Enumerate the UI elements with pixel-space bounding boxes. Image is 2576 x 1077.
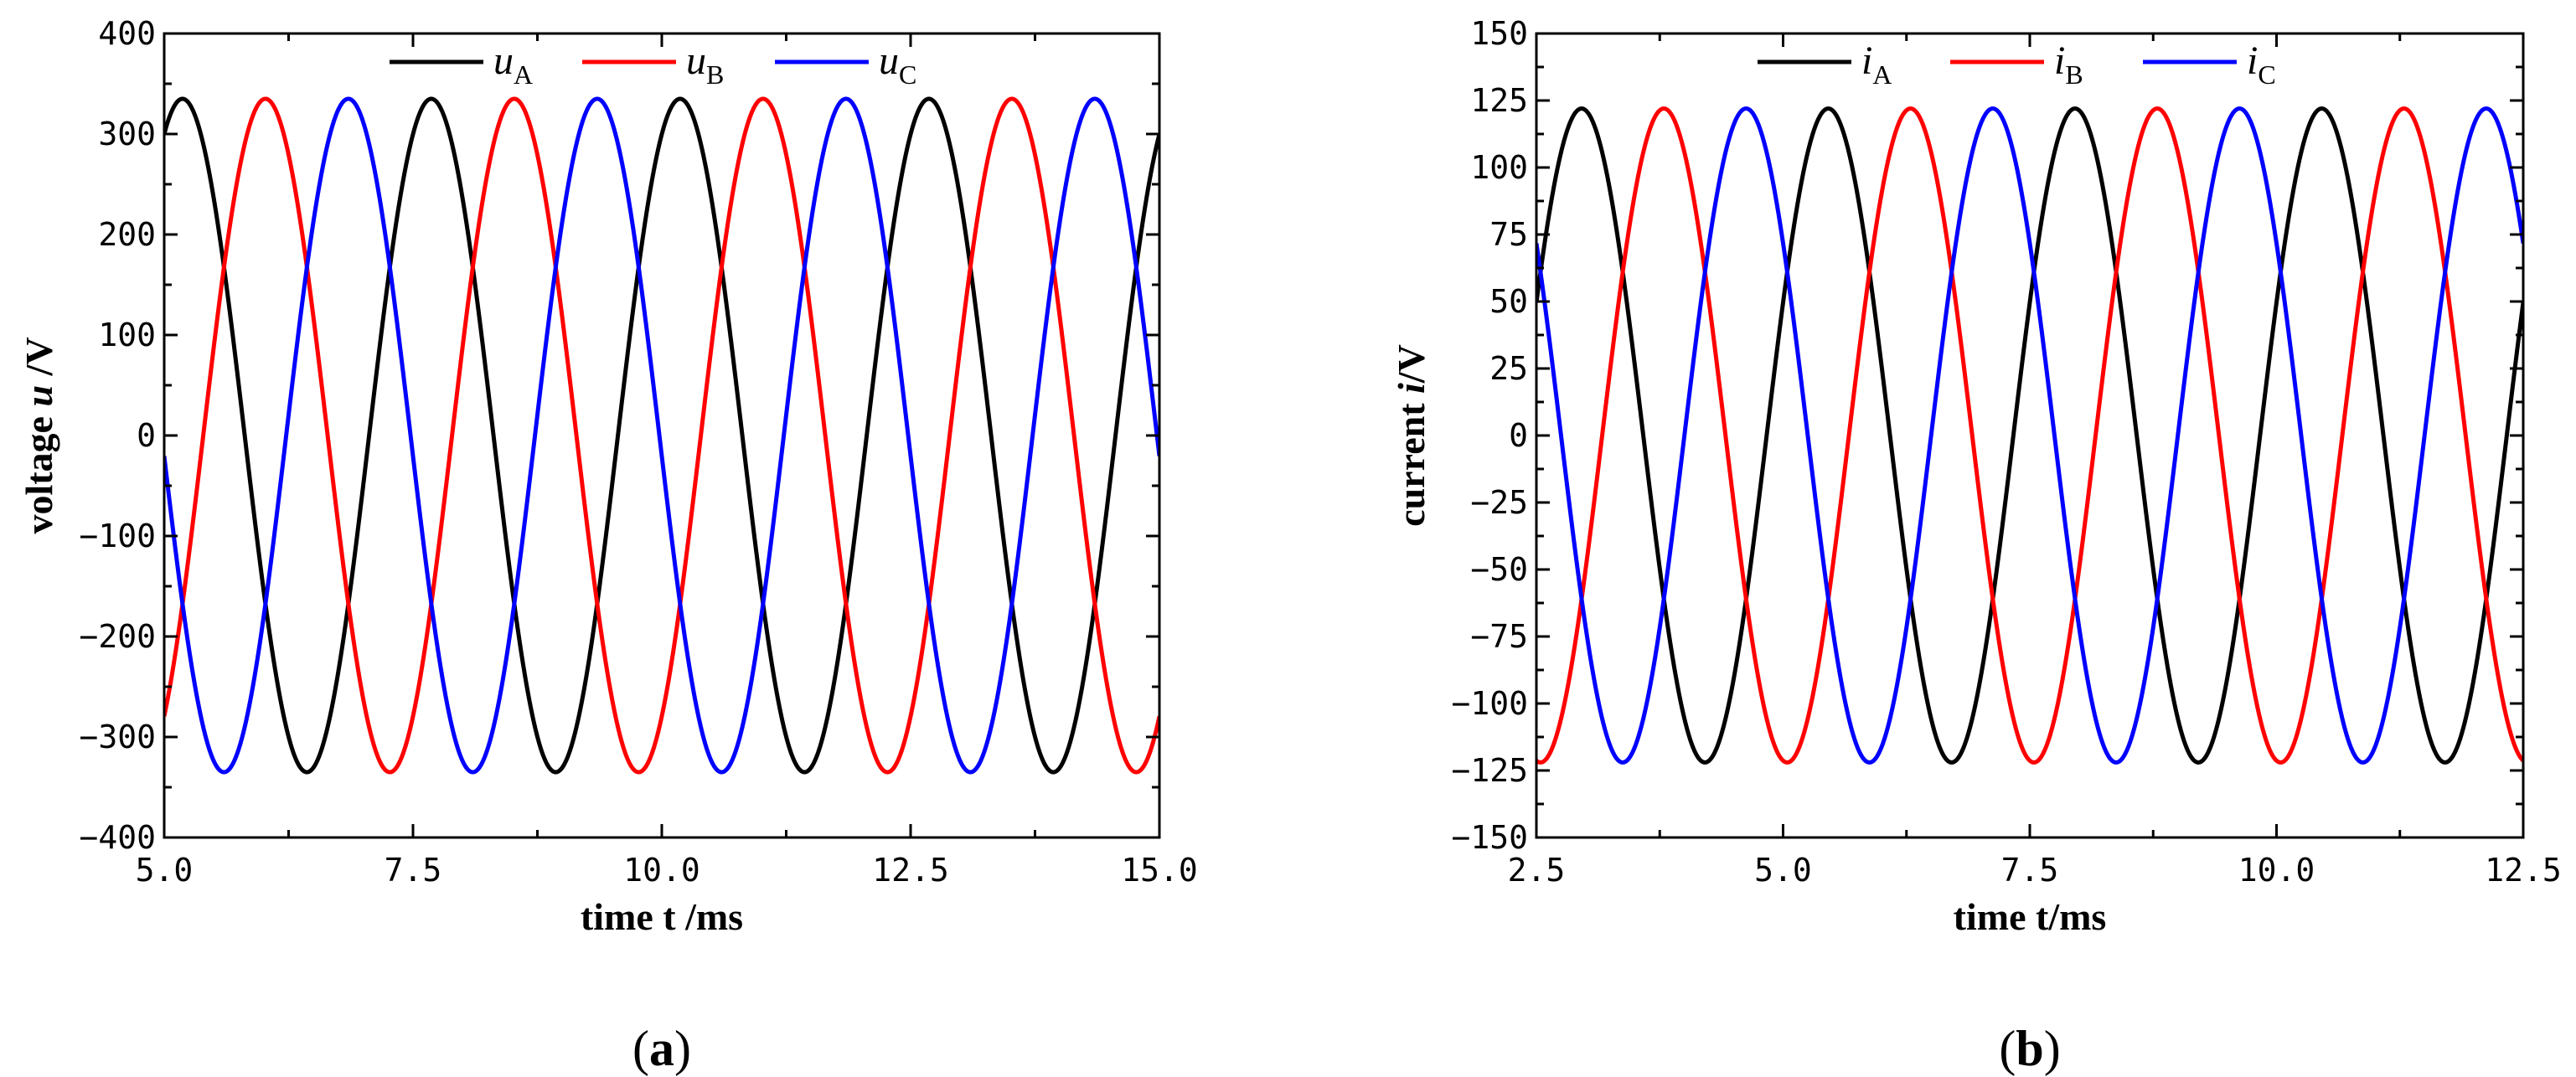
- y-tick-label: −300: [79, 719, 156, 755]
- series-group: [1536, 106, 2523, 765]
- series-line-iB: [1536, 106, 2523, 765]
- x-tick-label: 2.5: [1508, 852, 1566, 889]
- x-tick-label: 12.5: [2485, 852, 2562, 889]
- y-tick-label: −200: [79, 618, 156, 655]
- y-tick-label: 100: [1470, 149, 1528, 186]
- y-tick-label: 125: [1470, 82, 1528, 119]
- legend-label-uA: uA: [493, 39, 533, 90]
- y-tick-label: 0: [1509, 417, 1528, 454]
- y-tick-label: 300: [98, 116, 156, 152]
- legend-label-iB: iB: [2054, 39, 2083, 90]
- y-tick-label: −100: [1451, 685, 1528, 722]
- series-line-uA: [164, 96, 1159, 775]
- series-line-iC: [1536, 106, 2523, 765]
- y-tick-label: 400: [98, 15, 156, 52]
- legend-label-iA: iA: [1861, 39, 1892, 90]
- y-tick-label: 25: [1489, 350, 1528, 387]
- legend-label-iC: iC: [2247, 39, 2276, 90]
- y-tick-label: 200: [98, 216, 156, 253]
- series-line-uC: [164, 96, 1159, 775]
- panel-label-b: (b): [1999, 1021, 2060, 1076]
- x-tick-label: 15.0: [1121, 852, 1198, 889]
- x-axis-label: time t/ms: [1954, 895, 2107, 938]
- y-axis-label: current i/V: [1390, 344, 1433, 527]
- y-tick-label: −50: [1470, 551, 1528, 588]
- chart-panel-b: 2.5 5.0 7.5 10.0 12.5 −150 −125 −100 −75 −50 −25 0 2…: [1390, 15, 2562, 938]
- panel-label-a: (a): [632, 1021, 691, 1076]
- y-tick-label: −75: [1470, 618, 1528, 655]
- y-tick-label: 50: [1489, 283, 1528, 320]
- legend-label-uC: uC: [879, 39, 916, 90]
- x-axis-label: time t /ms: [581, 895, 743, 938]
- x-tick-label: 7.5: [2001, 852, 2059, 889]
- y-tick-label: 100: [98, 317, 156, 353]
- x-tick-label: 5.0: [136, 852, 194, 889]
- x-tick-label: 10.0: [623, 852, 700, 889]
- x-tick-label: 7.5: [385, 852, 442, 889]
- y-tick-label: −25: [1470, 484, 1528, 521]
- y-tick-label: 150: [1470, 15, 1528, 52]
- series-line-uB: [164, 96, 1159, 775]
- chart-panel-a: 5.0 7.5 10.0 12.5 15.0 −400 −300 −200 −100 0 100 20…: [18, 15, 1198, 938]
- y-tick-label: 0: [137, 417, 156, 454]
- series-line-iA: [1536, 106, 2523, 765]
- y-tick-label: −400: [79, 819, 156, 856]
- legend-label-uB: uB: [686, 39, 724, 90]
- y-axis-label: voltage u /V: [18, 337, 60, 533]
- y-tick-label: −150: [1451, 819, 1528, 856]
- y-tick-label: −125: [1451, 752, 1528, 789]
- y-tick-label: −100: [79, 518, 156, 554]
- series-group: [164, 96, 1159, 775]
- x-tick-label: 10.0: [2238, 852, 2315, 889]
- x-tick-label: 5.0: [1754, 852, 1812, 889]
- y-tick-label: 75: [1489, 216, 1528, 253]
- x-tick-label: 12.5: [872, 852, 949, 889]
